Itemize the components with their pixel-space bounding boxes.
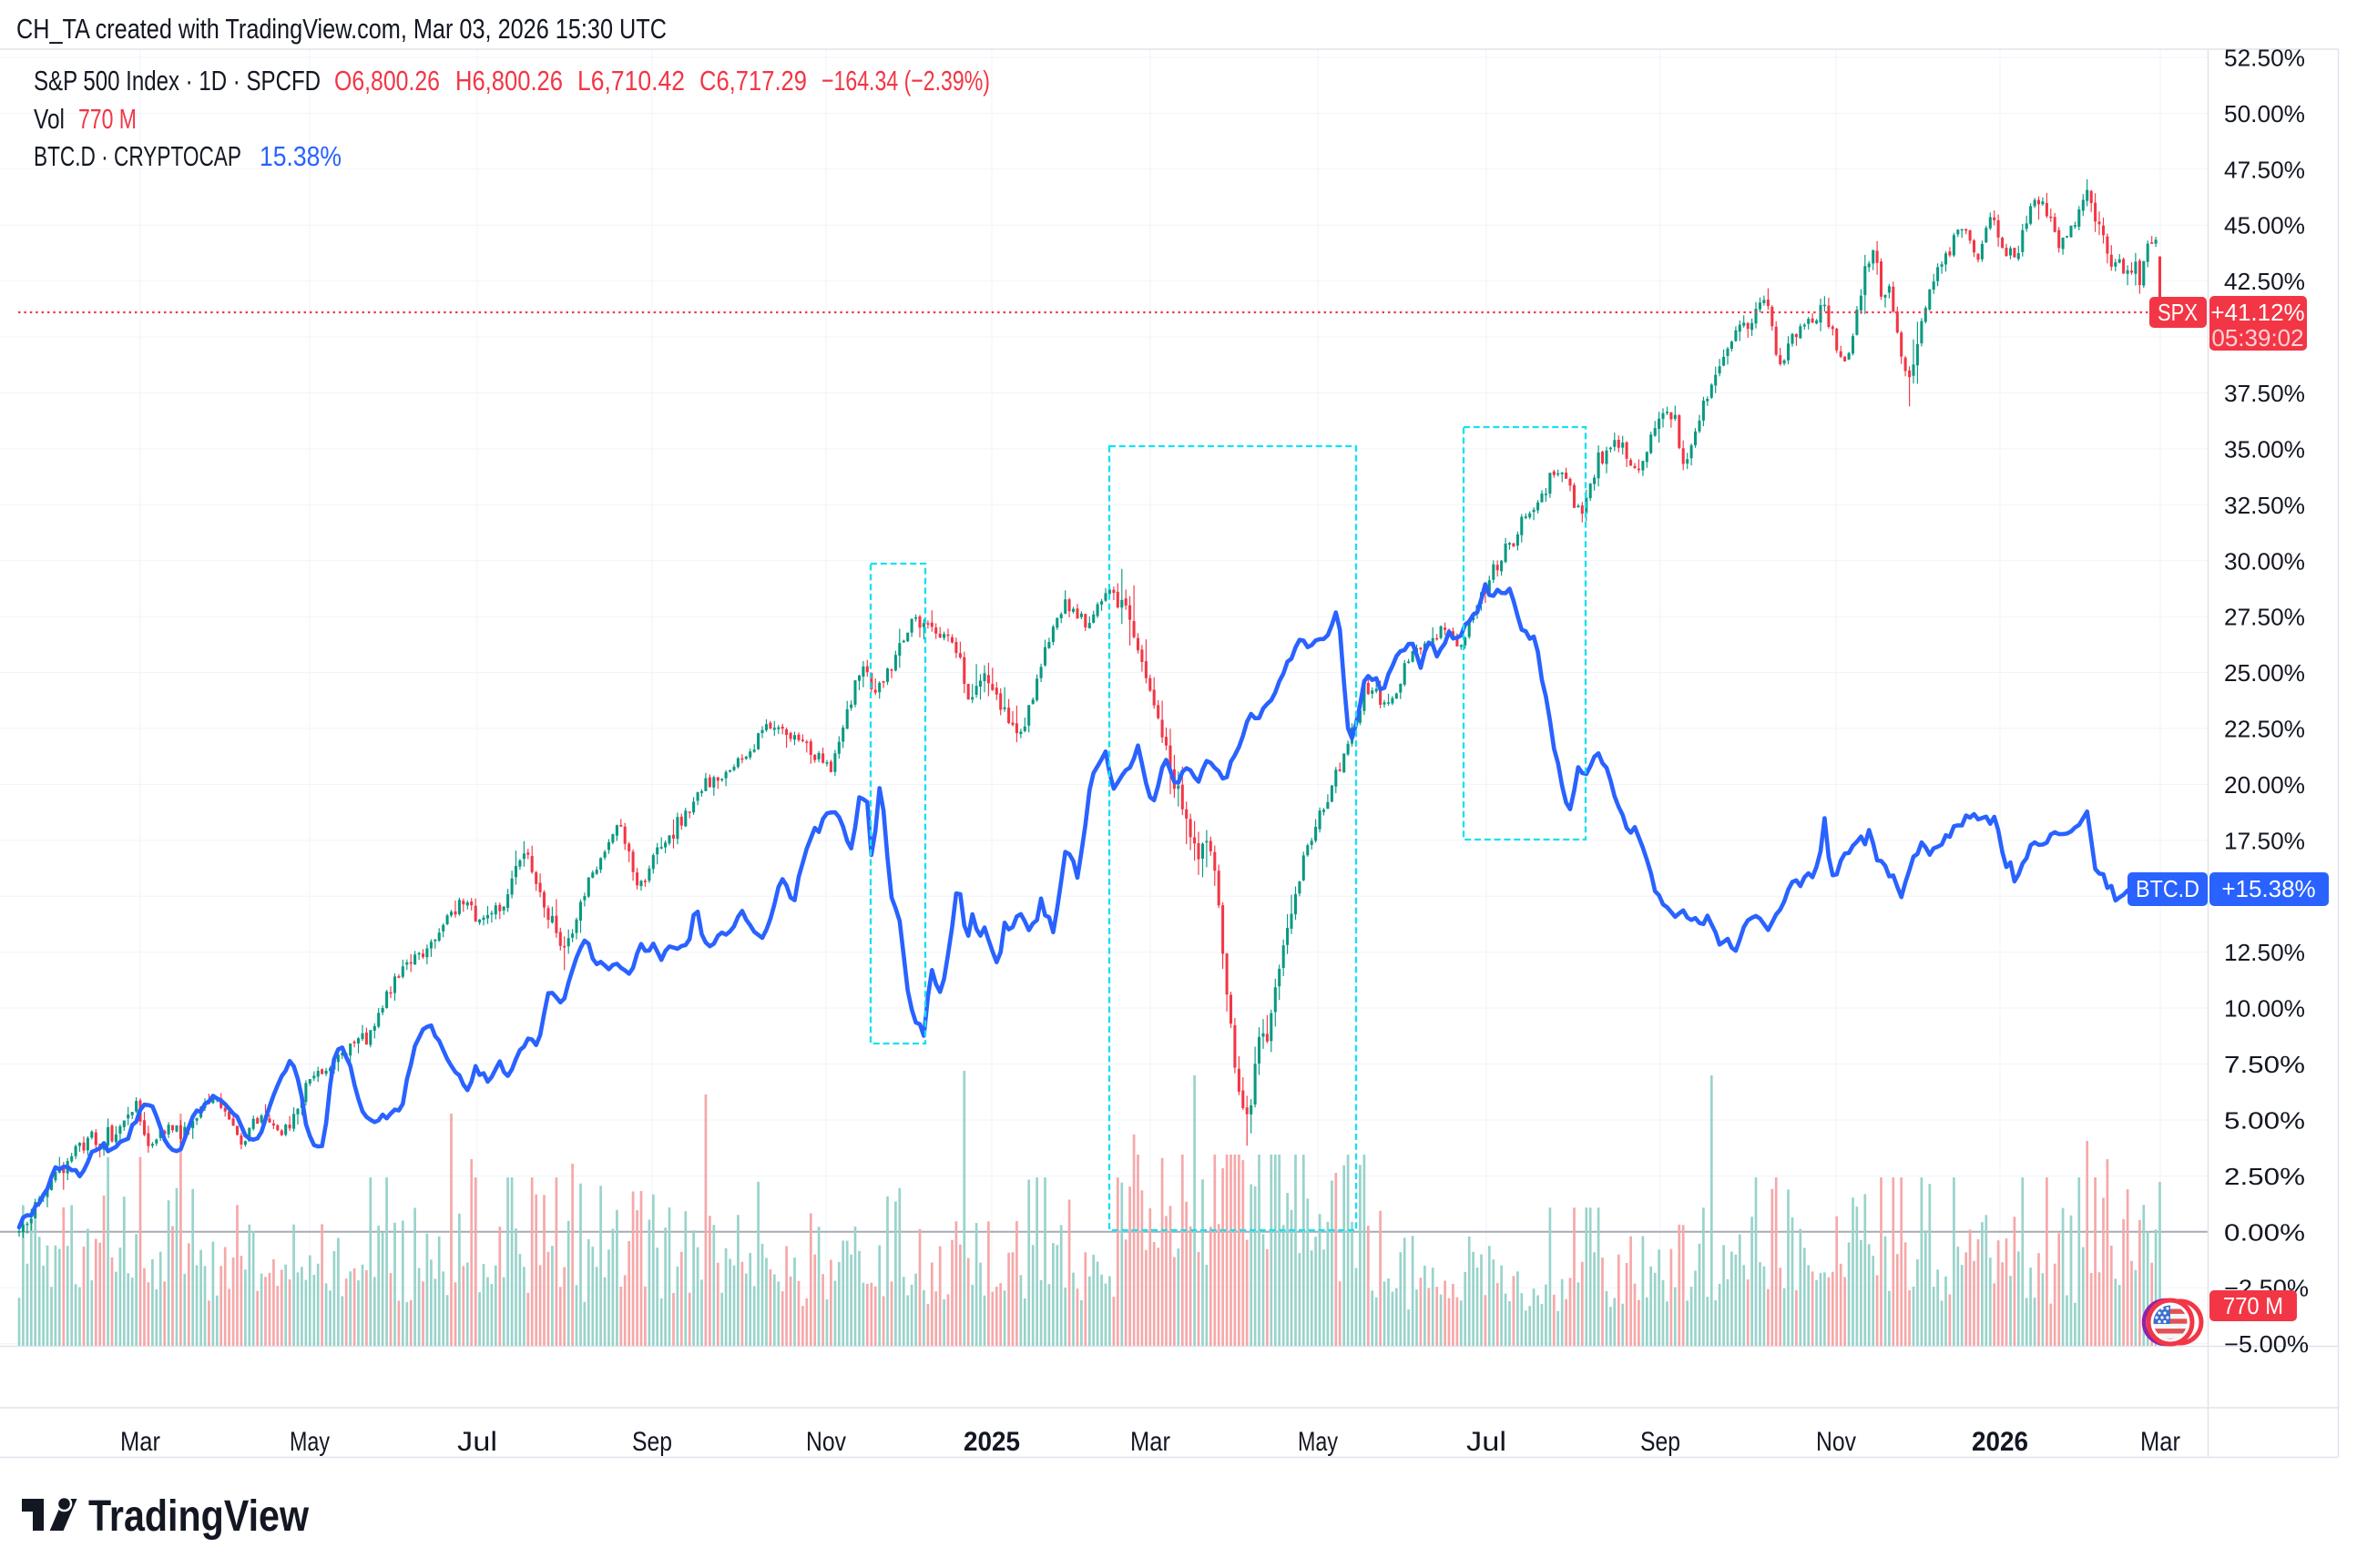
svg-text:CH_TA created with TradingView: CH_TA created with TradingView.com, Mar … <box>16 13 667 45</box>
svg-text:−5.00%: −5.00% <box>2224 1330 2309 1358</box>
svg-text:05:39:02: 05:39:02 <box>2211 324 2303 351</box>
svg-text:27.50%: 27.50% <box>2224 604 2305 631</box>
svg-text:S&P 500 Index · 1D · SPCFD: S&P 500 Index · 1D · SPCFD <box>34 65 321 97</box>
svg-text:Mar: Mar <box>120 1427 160 1457</box>
svg-text:2.50%: 2.50% <box>2224 1163 2305 1190</box>
svg-text:−164.34 (−2.39%): −164.34 (−2.39%) <box>821 65 990 97</box>
svg-text:Nov: Nov <box>1816 1427 1856 1457</box>
svg-text:May: May <box>1298 1427 1338 1457</box>
svg-text:Sep: Sep <box>632 1427 672 1457</box>
svg-text:47.50%: 47.50% <box>2224 156 2305 183</box>
svg-text:17.50%: 17.50% <box>2224 827 2305 854</box>
svg-text:+41.12%: +41.12% <box>2210 299 2304 326</box>
svg-text:20.00%: 20.00% <box>2224 771 2305 799</box>
svg-text:C6,717.29: C6,717.29 <box>699 65 807 97</box>
svg-text:22.50%: 22.50% <box>2224 716 2305 743</box>
svg-text:50.00%: 50.00% <box>2224 100 2305 127</box>
svg-text:12.50%: 12.50% <box>2224 939 2305 966</box>
svg-text:25.00%: 25.00% <box>2224 659 2305 687</box>
svg-text:Jul: Jul <box>457 1427 497 1457</box>
svg-text:2025: 2025 <box>964 1427 1020 1457</box>
svg-text:Vol: Vol <box>34 103 65 135</box>
svg-text:Jul: Jul <box>1466 1427 1506 1457</box>
svg-text:SPX: SPX <box>2158 299 2198 326</box>
svg-text:May: May <box>290 1427 330 1457</box>
svg-text:0.00%: 0.00% <box>2224 1218 2305 1246</box>
svg-text:52.50%: 52.50% <box>2224 45 2305 72</box>
svg-text:5.00%: 5.00% <box>2224 1107 2305 1135</box>
svg-text:7.50%: 7.50% <box>2224 1051 2305 1078</box>
svg-text:42.50%: 42.50% <box>2224 268 2305 295</box>
svg-text:32.50%: 32.50% <box>2224 492 2305 519</box>
svg-text:37.50%: 37.50% <box>2224 380 2305 407</box>
svg-text:BTC.D: BTC.D <box>2136 875 2199 902</box>
svg-text:Nov: Nov <box>806 1427 846 1457</box>
svg-text:Sep: Sep <box>1640 1427 1680 1457</box>
svg-text:Mar: Mar <box>1130 1427 1170 1457</box>
svg-text:Mar: Mar <box>2140 1427 2180 1457</box>
svg-text:770 M: 770 M <box>2223 1292 2283 1319</box>
svg-text:30.00%: 30.00% <box>2224 547 2305 575</box>
svg-text:35.00%: 35.00% <box>2224 435 2305 463</box>
svg-text:10.00%: 10.00% <box>2224 995 2305 1023</box>
svg-text:O6,800.26: O6,800.26 <box>334 65 440 97</box>
svg-text:2026: 2026 <box>1972 1427 2028 1457</box>
svg-text:TradingView: TradingView <box>88 1492 310 1541</box>
svg-text:45.00%: 45.00% <box>2224 212 2305 239</box>
svg-text:770 M: 770 M <box>78 103 137 135</box>
svg-text:15.38%: 15.38% <box>260 140 342 172</box>
svg-text:+15.38%: +15.38% <box>2221 875 2315 902</box>
svg-text:H6,800.26: H6,800.26 <box>455 65 563 97</box>
svg-text:BTC.D · CRYPTOCAP: BTC.D · CRYPTOCAP <box>34 140 241 172</box>
svg-text:L6,710.42: L6,710.42 <box>577 65 685 97</box>
